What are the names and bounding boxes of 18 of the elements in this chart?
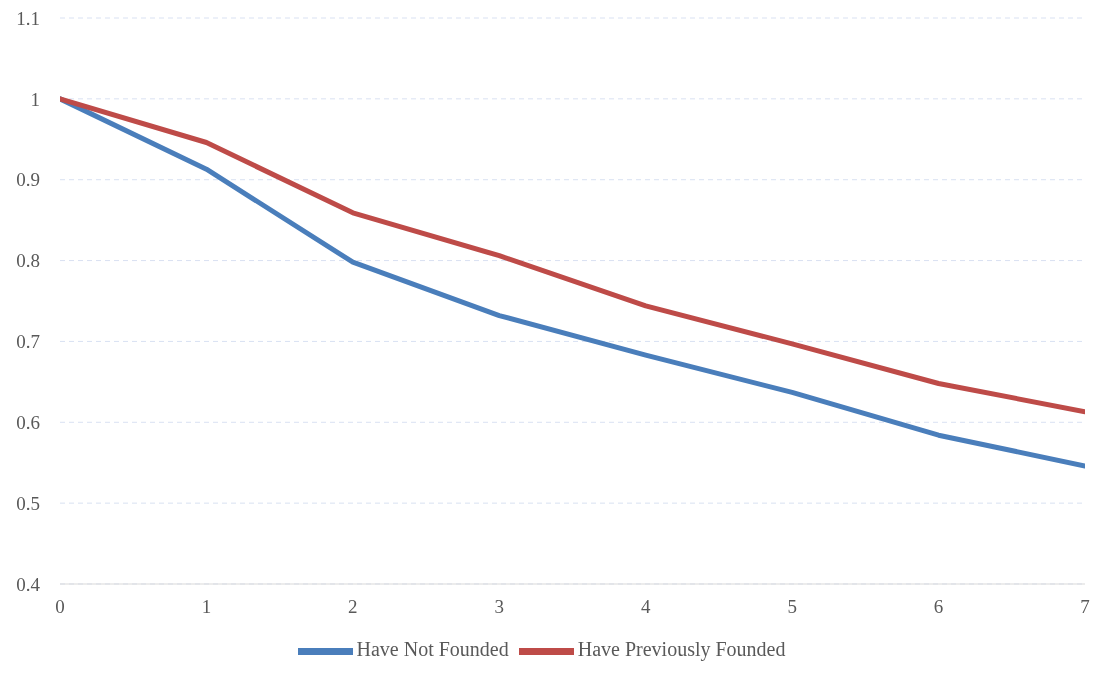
y-tick-label: 0.8	[16, 250, 40, 272]
y-tick-label: 0.9	[16, 169, 40, 191]
x-tick-label: 1	[201, 596, 212, 618]
y-tick-label: 0.4	[16, 573, 41, 595]
y-tick-label: 0.7	[16, 331, 40, 353]
x-tick-label: 6	[933, 596, 944, 618]
y-tick-label: 0.6	[16, 412, 40, 434]
x-tick-label: 7	[1080, 596, 1090, 618]
x-tick-label: 2	[348, 596, 358, 618]
y-tick-label: 0.5	[16, 492, 40, 514]
x-tick-label: 3	[494, 596, 505, 618]
legend-label: Have Not Founded	[356, 638, 509, 661]
x-tick-label: 4	[640, 596, 651, 618]
x-tick-label: 5	[787, 596, 797, 618]
legend-label: Have Previously Founded	[577, 638, 786, 661]
x-tick-label: 0	[55, 596, 65, 618]
y-tick-label: 1	[30, 88, 40, 110]
y-tick-label: 1.1	[16, 7, 40, 29]
